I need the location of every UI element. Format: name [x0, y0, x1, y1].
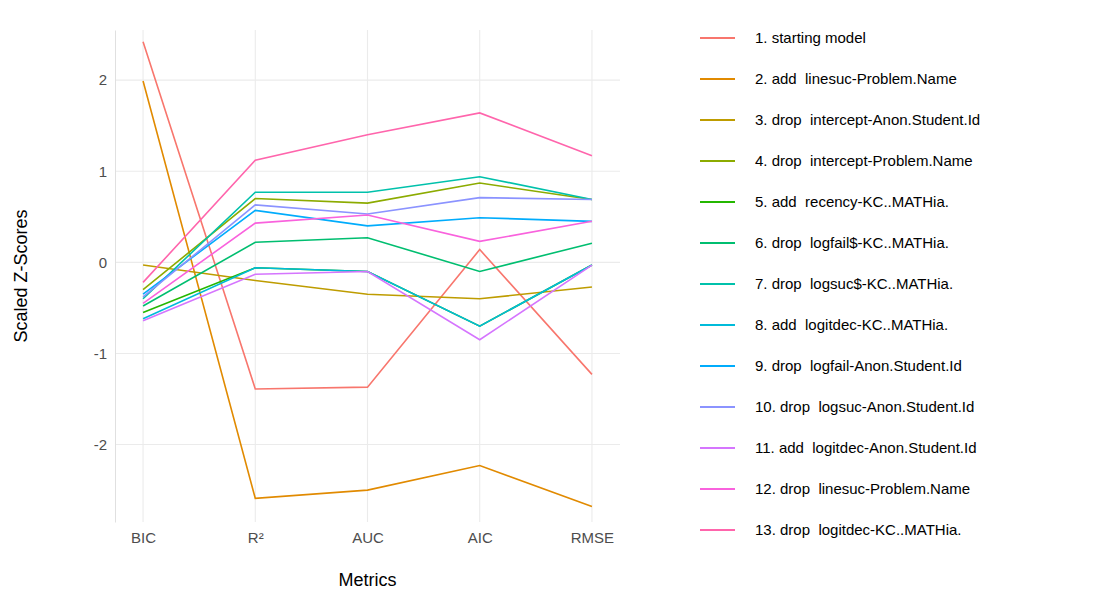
- x-tick-label: RMSE: [571, 529, 614, 546]
- y-tick-label: 2: [99, 71, 107, 88]
- legend-swatch: [700, 37, 735, 39]
- x-axis-line: [116, 522, 621, 523]
- grid-line: [591, 30, 592, 522]
- x-tick-label: R²: [248, 529, 264, 546]
- series-line: [143, 265, 592, 326]
- series-line: [143, 113, 592, 282]
- grid-line: [143, 30, 144, 522]
- x-tick-label: AUC: [352, 529, 384, 546]
- legend-swatch: [700, 160, 735, 162]
- series-line: [143, 42, 592, 389]
- series-line: [143, 265, 592, 340]
- legend-swatch: [700, 365, 735, 367]
- legend-label: 4. drop intercept-Problem.Name: [755, 152, 973, 169]
- y-tick: -1: [94, 345, 115, 362]
- y-tick-label: 0: [99, 254, 107, 271]
- series-line: [143, 265, 592, 299]
- y-tick-label: -2: [94, 436, 107, 453]
- series-line: [143, 265, 592, 326]
- x-axis: BIC R² AUC AIC RMSE: [116, 522, 621, 546]
- legend-label: 10. drop logsuc-Anon.Student.Id: [755, 398, 974, 415]
- legend-label: 1. starting model: [755, 29, 866, 46]
- legend-swatch: [700, 447, 735, 449]
- series-line: [143, 177, 592, 299]
- legend-label: 8. add logitdec-KC..MATHia.: [755, 316, 948, 333]
- grid-line: [255, 30, 256, 522]
- x-tick: BIC: [131, 522, 156, 546]
- y-tick: 2: [99, 71, 115, 88]
- legend-swatch: [700, 283, 735, 285]
- legend: 1. starting model 2. add linesuc-Problem.…: [700, 29, 980, 538]
- legend-swatch: [700, 201, 735, 203]
- chart: -2 -1 0 1 2 BIC R² AUC AIC RMSE Metrics Scaled Z-Sc…: [0, 0, 1100, 611]
- legend-label: 9. drop logfail-Anon.Student.Id: [755, 357, 962, 374]
- legend-swatch: [700, 488, 735, 490]
- legend-swatch: [700, 78, 735, 80]
- legend-label: 5. add recency-KC..MATHia.: [755, 193, 949, 210]
- legend-label: 11. add logitdec-Anon.Student.Id: [755, 439, 977, 456]
- x-tick: AIC: [468, 522, 493, 546]
- legend-label: 13. drop logitdec-KC..MATHia.: [755, 521, 961, 538]
- series-line: [143, 210, 592, 294]
- y-tick-label: -1: [94, 345, 107, 362]
- legend-label: 3. drop intercept-Anon.Student.Id: [755, 111, 980, 128]
- legend-label: 7. drop logsuc$-KC..MATHia.: [755, 275, 953, 292]
- legend-label: 2. add linesuc-Problem.Name: [755, 70, 957, 87]
- y-tick: -2: [94, 436, 115, 453]
- x-tick-label: AIC: [468, 529, 493, 546]
- series-line: [143, 215, 592, 303]
- legend-swatch: [700, 406, 735, 408]
- y-axis: -2 -1 0 1 2: [94, 31, 116, 523]
- grid: [115, 30, 620, 522]
- x-tick: R²: [248, 522, 264, 546]
- legend-label: 12. drop linesuc-Problem.Name: [755, 480, 970, 497]
- legend-label: 6. drop logfail$-KC..MATHia.: [755, 234, 949, 251]
- legend-swatch: [700, 324, 735, 326]
- legend-swatch: [700, 119, 735, 121]
- y-tick: 1: [99, 163, 115, 180]
- plot-area: [143, 42, 592, 507]
- grid-line: [367, 30, 368, 522]
- y-tick: 0: [99, 254, 115, 271]
- y-axis-title: Scaled Z-Scores: [11, 209, 31, 342]
- x-tick: RMSE: [571, 522, 614, 546]
- series-line: [143, 81, 592, 506]
- y-tick-label: 1: [99, 163, 107, 180]
- series-line: [143, 198, 592, 297]
- x-axis-title: Metrics: [339, 570, 397, 590]
- legend-swatch: [700, 242, 735, 244]
- x-tick: AUC: [352, 522, 384, 546]
- grid-line: [479, 30, 480, 522]
- y-axis-line: [115, 31, 116, 523]
- x-tick-label: BIC: [131, 529, 156, 546]
- legend-swatch: [700, 529, 735, 531]
